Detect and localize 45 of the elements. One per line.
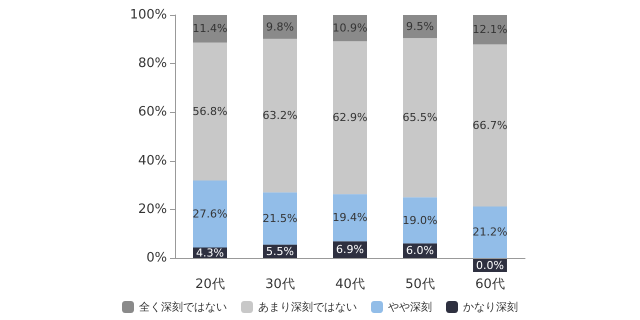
data-label: 10.9% [332,22,368,35]
data-label: 4.3% [196,246,224,260]
y-tick-label: 60% [138,104,167,120]
data-label: 21.2% [472,226,508,239]
data-label: 9.5% [406,20,434,34]
legend-label: やや深刻 [388,300,432,314]
x-tick-label: 60代 [475,277,505,292]
data-label: 65.5% [402,111,438,124]
bar [193,42,227,180]
bar [333,41,367,194]
x-tick-label: 30代 [265,277,295,292]
data-label: 9.8% [266,20,294,34]
legend-label: かなり深刻 [463,300,518,314]
data-label: 27.6% [192,208,228,221]
bar [473,206,507,258]
data-label: 63.2% [262,109,298,122]
data-label: 66.7% [472,118,508,132]
data-label: 62.9% [332,111,368,124]
bar [403,38,437,198]
legend-label: あまり深刻ではない [258,300,357,314]
x-tick-label: 50代 [405,277,435,292]
data-label: 6.9% [336,243,364,256]
bar [473,44,507,206]
data-label: 11.4% [192,22,228,36]
bar [193,180,227,248]
y-tick-label: 80% [138,56,167,72]
bar [403,197,437,244]
y-tick-label: 40% [138,153,167,168]
bar [333,194,367,242]
data-label: 56.8% [192,104,228,118]
bar [263,192,297,245]
data-label: 21.5% [262,212,298,226]
data-label: 19.0% [402,214,438,227]
y-tick-label: 20% [138,202,167,217]
y-tick-label: 0% [146,250,167,266]
x-tick-label: 20代 [195,277,225,292]
data-label: 5.5% [266,244,294,258]
data-label: 19.4% [332,211,368,224]
bar [263,38,297,192]
legend-label: 全く深刻ではない [139,300,227,314]
y-tick-label: 100% [130,8,167,22]
data-label: 0.0% [476,259,504,272]
data-label: 12.1% [472,23,508,36]
data-label: 6.0% [406,244,434,258]
x-tick-label: 40代 [335,277,365,292]
